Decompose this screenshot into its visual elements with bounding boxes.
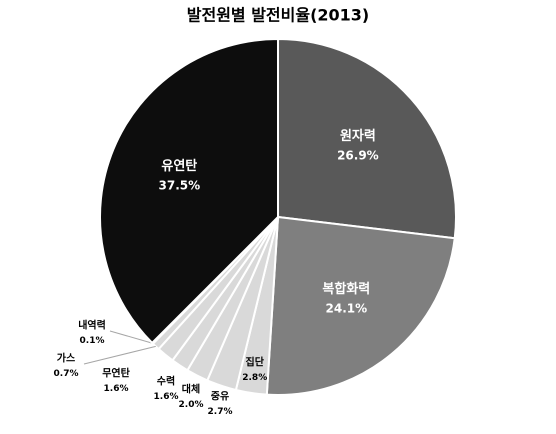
leader-line: [109, 330, 153, 344]
slice-label: 무연탄: [102, 367, 130, 380]
slice-label: 내역력: [78, 319, 106, 332]
value-label: 1.6%: [154, 392, 179, 402]
value-label: 2.7%: [208, 407, 233, 417]
slice-label: 유연탄: [161, 158, 197, 174]
slice-label: 집단: [246, 356, 265, 369]
chart-title: 발전원별 발전비율(2013): [187, 6, 370, 25]
slice-label: 대체: [182, 383, 200, 396]
slice-label: 복합화력: [322, 281, 370, 297]
leader-line: [83, 345, 156, 365]
slice-label: 가스: [57, 352, 75, 365]
value-label: 2.8%: [242, 373, 267, 383]
value-label: 24.1%: [326, 301, 368, 315]
value-label: 1.6%: [104, 384, 129, 394]
pie-slice: [265, 215, 456, 396]
value-label: 26.9%: [337, 148, 379, 162]
value-label: 0.1%: [80, 336, 105, 346]
value-label: 2.0%: [179, 400, 204, 410]
slice-label: 원자력: [340, 129, 376, 144]
slice-label: 중유: [211, 391, 229, 403]
value-label: 0.7%: [54, 369, 79, 379]
pie-slice: [277, 37, 457, 240]
value-label: 37.5%: [159, 178, 201, 192]
slice-label: 수력: [157, 376, 175, 388]
pie-slice: [99, 37, 279, 345]
